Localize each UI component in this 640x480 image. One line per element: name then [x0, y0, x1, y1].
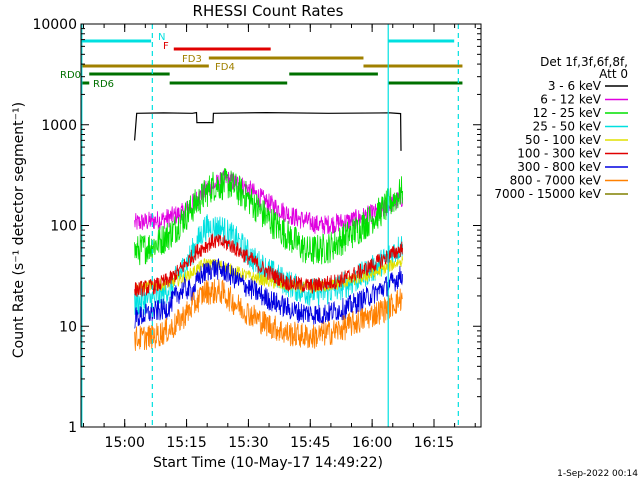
series-line-5: [134, 233, 403, 297]
flag-label-n: N: [158, 32, 165, 43]
timestamp: 1-Sep-2022 00:14: [557, 469, 638, 479]
series-group: [134, 111, 403, 351]
series-line-6: [134, 258, 403, 329]
series-line-2: [134, 168, 403, 266]
legend-label-6: 300 - 800 keV: [517, 160, 601, 174]
x-axis: 15:00 15:15 15:30 15:45 16:00 16:15: [82, 24, 476, 451]
y-tick-label: 10000: [32, 17, 77, 33]
legend-label-1: 6 - 12 keV: [540, 93, 602, 107]
y-axis: 1 10 100 1000 10000: [32, 17, 481, 436]
y-tick-label: 1: [68, 420, 77, 436]
flag-label-rd6: RD6: [93, 79, 114, 90]
legend-label-3: 25 - 50 keV: [533, 120, 602, 134]
legend-label-5: 100 - 300 keV: [517, 147, 601, 161]
legend-label-4: 50 - 100 keV: [525, 133, 602, 147]
legend-header-line-1: Det 1f,3f,6f,8f,: [540, 55, 628, 69]
legend-header-line-2: Att 0: [599, 67, 628, 81]
flag-label-fd4: FD4: [215, 62, 235, 73]
x-tick-label: 15:15: [166, 435, 206, 451]
x-tick-label: 15:30: [228, 435, 268, 451]
legend-label-7: 800 - 7000 keV: [510, 174, 602, 188]
x-axis-label: Start Time (10-May-17 14:49:22): [153, 455, 383, 471]
series-line-7: [134, 279, 403, 351]
series-line-0: [134, 111, 402, 151]
flag-label-fd3: FD3: [182, 54, 202, 65]
y-axis-label: Count Rate (s⁻¹ detector segment⁻¹): [11, 102, 27, 358]
y-tick-label: 1000: [41, 118, 77, 134]
y-tick-label: 10: [59, 319, 77, 335]
x-tick-label: 15:00: [105, 435, 145, 451]
x-tick-label: 16:15: [414, 435, 454, 451]
flag-label-rd0: RD0: [60, 70, 81, 81]
x-tick-label: 16:00: [352, 435, 392, 451]
y-tick-label: 100: [50, 219, 77, 235]
legend-label-2: 12 - 25 keV: [533, 106, 602, 120]
legend-label-0: 3 - 6 keV: [548, 79, 602, 93]
flags-group: NF FD3 FD4 RD0 RD6: [60, 32, 463, 90]
legend-label-8: 7000 - 15000 keV: [494, 187, 601, 201]
chart-title: RHESSI Count Rates: [193, 2, 344, 20]
flag-label-f: F: [163, 41, 169, 52]
x-tick-label: 15:45: [290, 435, 330, 451]
